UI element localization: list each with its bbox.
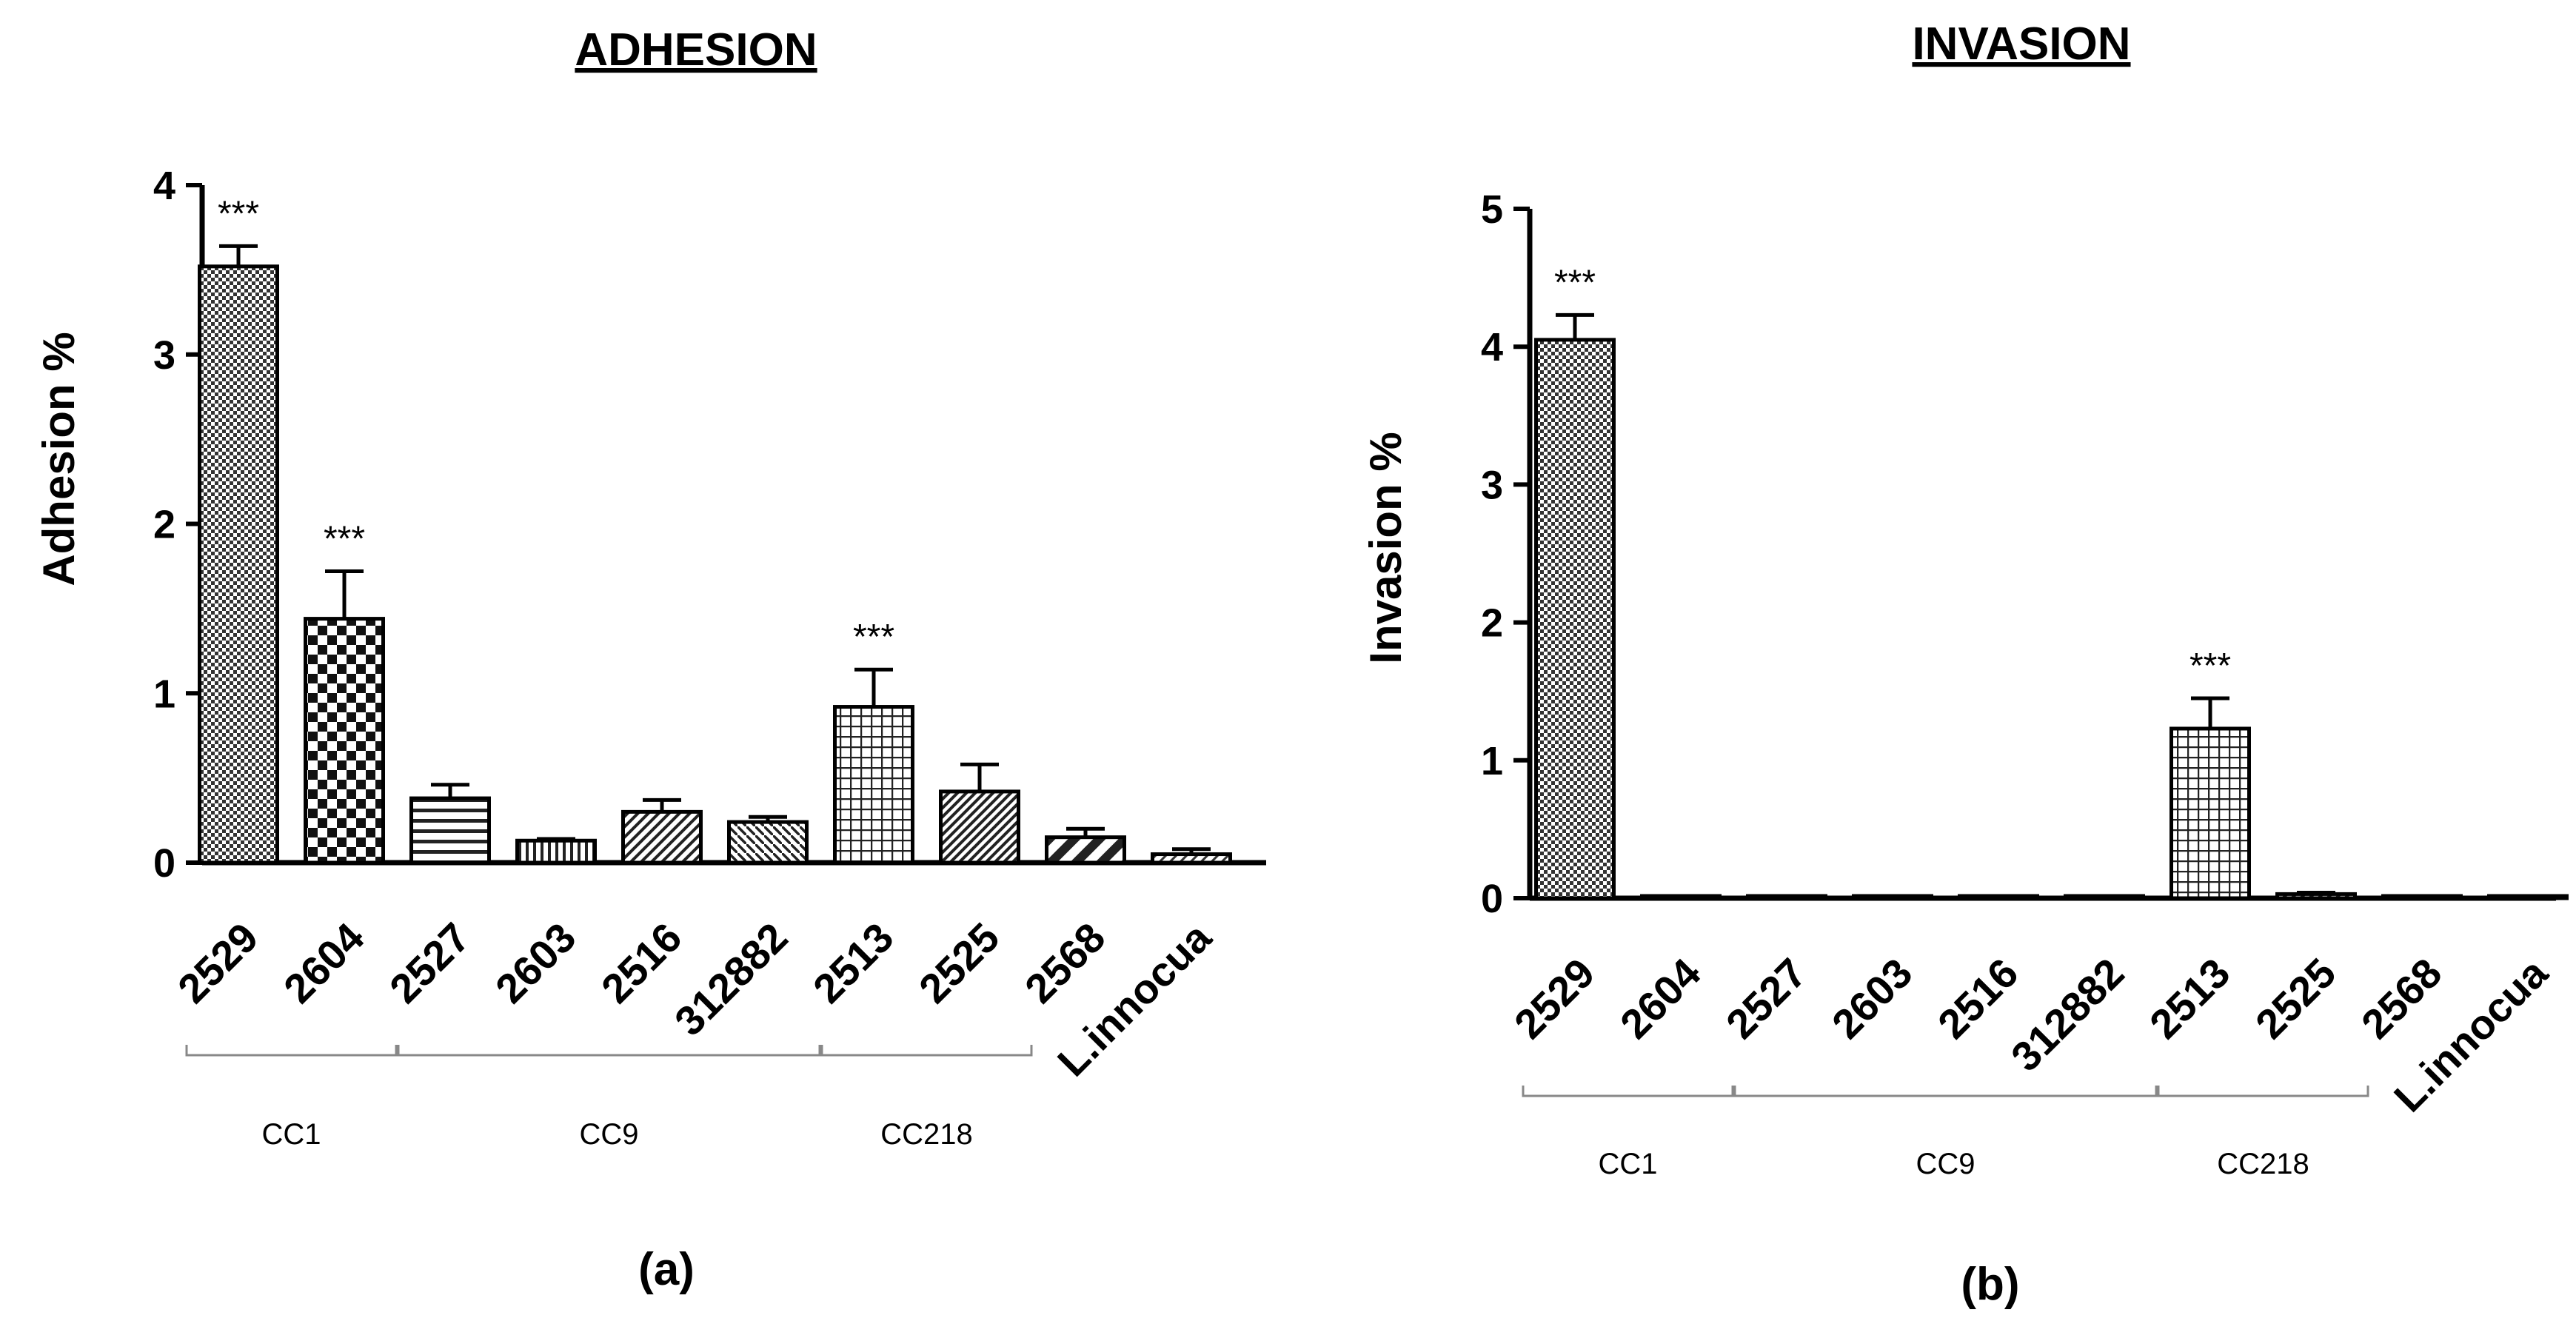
invasion-group-bracket (1522, 1086, 1734, 1097)
adhesion-category-label: 2568 (1016, 914, 1114, 1012)
adhesion-category-label: 2603 (486, 914, 585, 1012)
invasion-bar (2064, 894, 2145, 900)
invasion-category-label: 2603 (1823, 949, 1921, 1048)
invasion-bar (1534, 338, 1616, 900)
invasion-bar (1640, 894, 1722, 900)
invasion-category-label: 2513 (2141, 949, 2239, 1048)
invasion-category-label: 312882 (2002, 949, 2133, 1080)
adhesion-group-label: CC9 (579, 1118, 638, 1151)
adhesion-category-label: 2525 (910, 914, 1008, 1012)
adhesion-bar (198, 264, 279, 865)
invasion-bars (1534, 312, 2569, 900)
invasion-chart-title: INVASION (1912, 19, 2130, 70)
invasion-significance-marker: *** (2189, 646, 2231, 686)
invasion-y-tick-label: 3 (1481, 463, 1503, 507)
invasion-y-tick-label: 5 (1481, 187, 1503, 232)
invasion-category-label: 2527 (1717, 949, 1816, 1048)
adhesion-y-tick-label: 1 (153, 672, 175, 716)
adhesion-group-label: CC1 (261, 1118, 321, 1151)
adhesion-y-tick-label: 3 (153, 333, 175, 378)
adhesion-bar (621, 809, 703, 865)
invasion-bar (2381, 894, 2463, 900)
adhesion-significance-marker: *** (853, 618, 894, 657)
adhesion-category-label: 2516 (592, 914, 691, 1012)
adhesion-category-label: 2513 (804, 914, 903, 1012)
adhesion-group-bracket (397, 1045, 821, 1057)
invasion-category-label: 2604 (1611, 949, 1710, 1048)
adhesion-bar (833, 705, 914, 865)
invasion-group-bracket (1733, 1086, 2158, 1097)
adhesion-category-label: 2604 (275, 914, 373, 1012)
invasion-axes: 0 1 2 3 4 5 (1481, 187, 2556, 921)
invasion-bar (1958, 894, 2039, 900)
adhesion-y-tick-label: 4 (153, 164, 175, 208)
invasion-group-label: CC218 (2217, 1148, 2309, 1180)
adhesion-bar (409, 796, 491, 865)
adhesion-category-label: 312882 (666, 914, 797, 1045)
adhesion-panel-label: (a) (638, 1244, 695, 1295)
invasion-y-tick-label: 0 (1481, 877, 1503, 921)
adhesion-y-tick-label: 2 (153, 503, 175, 547)
invasion-y-axis-label: Invasion % (1361, 432, 1411, 663)
invasion-category-label: 2568 (2352, 949, 2451, 1048)
invasion-y-tick-label: 4 (1481, 325, 1503, 369)
adhesion-category-label: 2527 (381, 914, 479, 1012)
adhesion-bar (1151, 852, 1232, 865)
adhesion-bar (1045, 835, 1126, 865)
adhesion-significance-marker: *** (218, 194, 259, 233)
adhesion-chart-title: ADHESION (575, 24, 817, 76)
invasion-category-label: 2516 (1929, 949, 2027, 1048)
invasion-bar (2275, 892, 2357, 900)
adhesion-bar (939, 789, 1020, 865)
adhesion-group-label: CC218 (880, 1118, 973, 1151)
invasion-y-tick-label: 2 (1481, 601, 1503, 646)
invasion-group-bracket (2157, 1086, 2369, 1097)
invasion-bar (2487, 894, 2569, 900)
adhesion-bar (727, 820, 809, 865)
invasion-bar (1746, 894, 1827, 900)
adhesion-bar (515, 838, 597, 865)
invasion-bar (1852, 894, 1933, 900)
adhesion-significance-marker: *** (324, 520, 365, 559)
invasion-group-label: CC1 (1598, 1148, 1657, 1180)
invasion-significance-marker: *** (1554, 263, 1596, 302)
invasion-category-label: 2525 (2247, 949, 2345, 1048)
adhesion-y-axis-label: Adhesion % (34, 332, 84, 586)
invasion-panel-label: (b) (1961, 1259, 2019, 1310)
invasion-group-label: CC9 (1916, 1148, 1975, 1180)
invasion-category-label: 2529 (1505, 949, 1604, 1048)
adhesion-y-tick-label: 0 (153, 841, 175, 886)
invasion-y-tick-label: 1 (1481, 739, 1503, 783)
adhesion-bar (304, 617, 385, 865)
invasion-bar (2169, 726, 2251, 900)
adhesion-category-label: 2529 (169, 914, 267, 1012)
adhesion-panel: ADHESION Adhesion % 0 1 2 3 4 *** 2529 *** 2604… (34, 24, 1266, 1295)
adhesion-group-bracket (820, 1045, 1033, 1057)
adhesion-group-bracket (185, 1045, 398, 1057)
adhesion-bars (198, 244, 1232, 865)
